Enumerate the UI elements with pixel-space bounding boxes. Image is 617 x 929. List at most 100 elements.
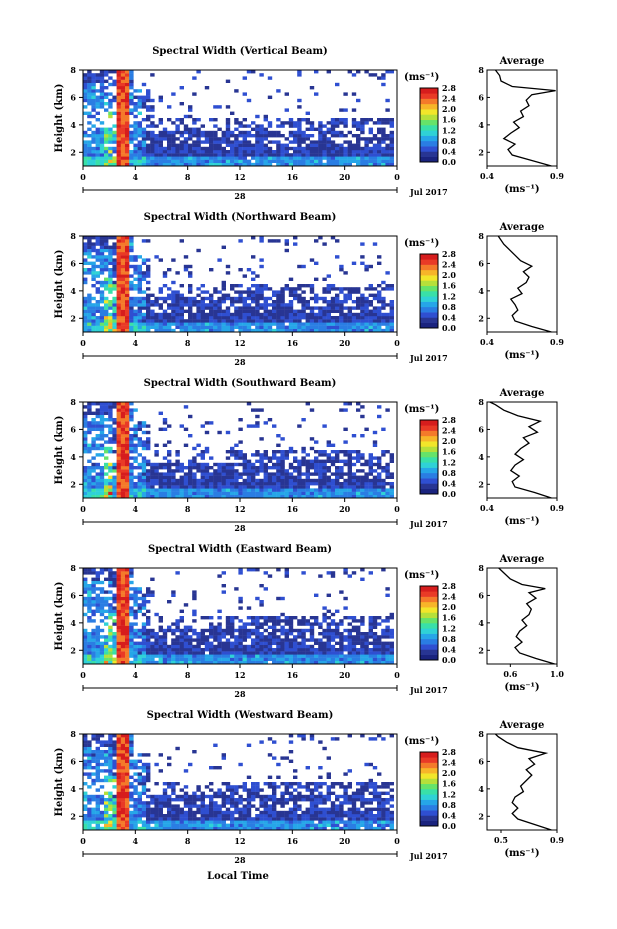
colorbar-tick-label: 2.4 [442, 94, 456, 104]
y-tick-label: 2 [70, 313, 76, 323]
colorbar-swatch [420, 140, 438, 147]
x-tick-label: 0 [80, 172, 86, 182]
colorbar-tick-label: 2.0 [442, 602, 456, 612]
colorbar-swatch [420, 264, 438, 271]
y-tick-label: 6 [70, 424, 76, 434]
colorbar-swatch [420, 103, 438, 110]
colorbar-tick-label: 2.4 [442, 260, 456, 270]
y-tick-label: 8 [70, 563, 76, 573]
panel-2: Spectral Width (Southward Beam) 2 4 6 8 Heigh… [54, 378, 564, 533]
avg-unit: (ms⁻¹) [504, 350, 539, 361]
x-tick-label: 8 [185, 504, 191, 514]
colorbar-swatch [420, 472, 438, 479]
y-axis-label: Height (km) [54, 582, 65, 651]
avg-y-tick-label: 6 [478, 756, 484, 766]
colorbar-swatch [420, 617, 438, 624]
x-tick-label: 0 [394, 338, 400, 348]
colorbar-swatch [420, 269, 438, 276]
x-tick-label: 4 [133, 172, 139, 182]
x-tick-label: 20 [339, 836, 351, 846]
colorbar-unit: (ms⁻¹) [404, 72, 439, 83]
colorbar-swatch [420, 254, 438, 260]
colorbar-swatch [420, 478, 438, 484]
colorbar-tick-label: 2.8 [442, 83, 456, 93]
y-tick-label: 8 [70, 397, 76, 407]
colorbar-swatch [420, 109, 438, 115]
colorbar-tick-label: 1.2 [442, 291, 456, 301]
colorbar-swatch [420, 291, 438, 297]
colorbar-swatch [420, 586, 438, 592]
colorbar-swatch [420, 762, 438, 769]
avg-x-tick-label: 0.9 [550, 503, 564, 513]
colorbar-tick-label: 0.4 [442, 146, 456, 156]
x-tick-label: 20 [339, 172, 351, 182]
colorbar-tick-label: 2.8 [442, 581, 456, 591]
colorbar-tick-label: 1.6 [442, 613, 456, 623]
x-tick-label: 0 [394, 836, 400, 846]
colorbar-swatch [420, 301, 438, 308]
colorbar-swatch [420, 156, 438, 163]
colorbar-swatch [420, 767, 438, 774]
colorbar-unit: (ms⁻¹) [404, 570, 439, 581]
colorbar-swatch [420, 820, 438, 827]
avg-x-tick-label: 0.4 [480, 337, 494, 347]
colorbar-frame [419, 87, 439, 163]
date-mark: 28 [234, 855, 246, 865]
date-label: Jul 2017 [409, 187, 448, 197]
avg-y-tick-label: 8 [478, 563, 484, 573]
x-tick-label: 16 [287, 836, 299, 846]
x-tick-label: 16 [287, 172, 299, 182]
colorbar-swatch [420, 451, 438, 458]
avg-profile-line [494, 69, 556, 167]
avg-profile-line [494, 733, 552, 831]
colorbar-swatch [420, 799, 438, 806]
colorbar-frame [419, 751, 439, 827]
x-tick-label: 8 [185, 338, 191, 348]
avg-x-tick-label: 0.4 [480, 171, 494, 181]
colorbar-tick-label: 0.4 [442, 644, 456, 654]
avg-y-tick-label: 6 [478, 92, 484, 102]
x-tick-label: 4 [133, 836, 139, 846]
avg-y-tick-label: 2 [478, 811, 484, 821]
colorbar-swatch [420, 628, 438, 634]
y-tick-label: 4 [70, 286, 76, 296]
colorbar-swatch [420, 810, 438, 816]
colorbar-swatch [420, 88, 438, 94]
y-axis-label: Height (km) [54, 748, 65, 817]
x-tick-label: 4 [133, 670, 139, 680]
x-tick-label: 12 [234, 670, 245, 680]
x-tick-label: 0 [80, 670, 86, 680]
colorbar-swatch [420, 125, 438, 131]
y-tick-label: 4 [70, 784, 76, 794]
colorbar-swatch [420, 794, 438, 800]
avg-title: Average [499, 56, 545, 67]
panel-4: Spectral Width (Westward Beam) 2 4 6 8 Height… [54, 710, 564, 865]
avg-profile-line [498, 567, 555, 665]
avg-x-tick-label: 0.6 [503, 669, 517, 679]
colorbar-swatch [420, 773, 438, 779]
colorbar-tick-label: 2.8 [442, 415, 456, 425]
colorbar-swatch [420, 306, 438, 313]
colorbar-tick-label: 0.8 [442, 634, 456, 644]
x-tick-label: 12 [234, 338, 245, 348]
y-tick-label: 4 [70, 120, 76, 130]
colorbar-swatch [420, 591, 438, 597]
colorbar-swatch [420, 259, 438, 265]
colorbar-swatch [420, 752, 438, 758]
colorbar-tick-label: 2.0 [442, 104, 456, 114]
colorbar-swatch [420, 778, 438, 785]
avg-x-tick-label: 0.5 [494, 835, 508, 845]
colorbar-tick-label: 1.6 [442, 281, 456, 291]
colorbar-swatch [420, 317, 438, 324]
colorbar-tick-label: 2.4 [442, 592, 456, 602]
heatmap-cells [83, 236, 394, 333]
colorbar-swatch [420, 312, 438, 318]
avg-x-tick-label: 0.9 [550, 171, 564, 181]
heatmap-cells [83, 70, 394, 167]
heatmap-cells [83, 568, 394, 665]
colorbar-swatch [420, 425, 438, 431]
x-tick-label: 0 [394, 504, 400, 514]
avg-y-tick-label: 4 [478, 120, 484, 130]
colorbar-tick-label: 1.2 [442, 125, 456, 135]
colorbar-tick-label: 1.2 [442, 623, 456, 633]
